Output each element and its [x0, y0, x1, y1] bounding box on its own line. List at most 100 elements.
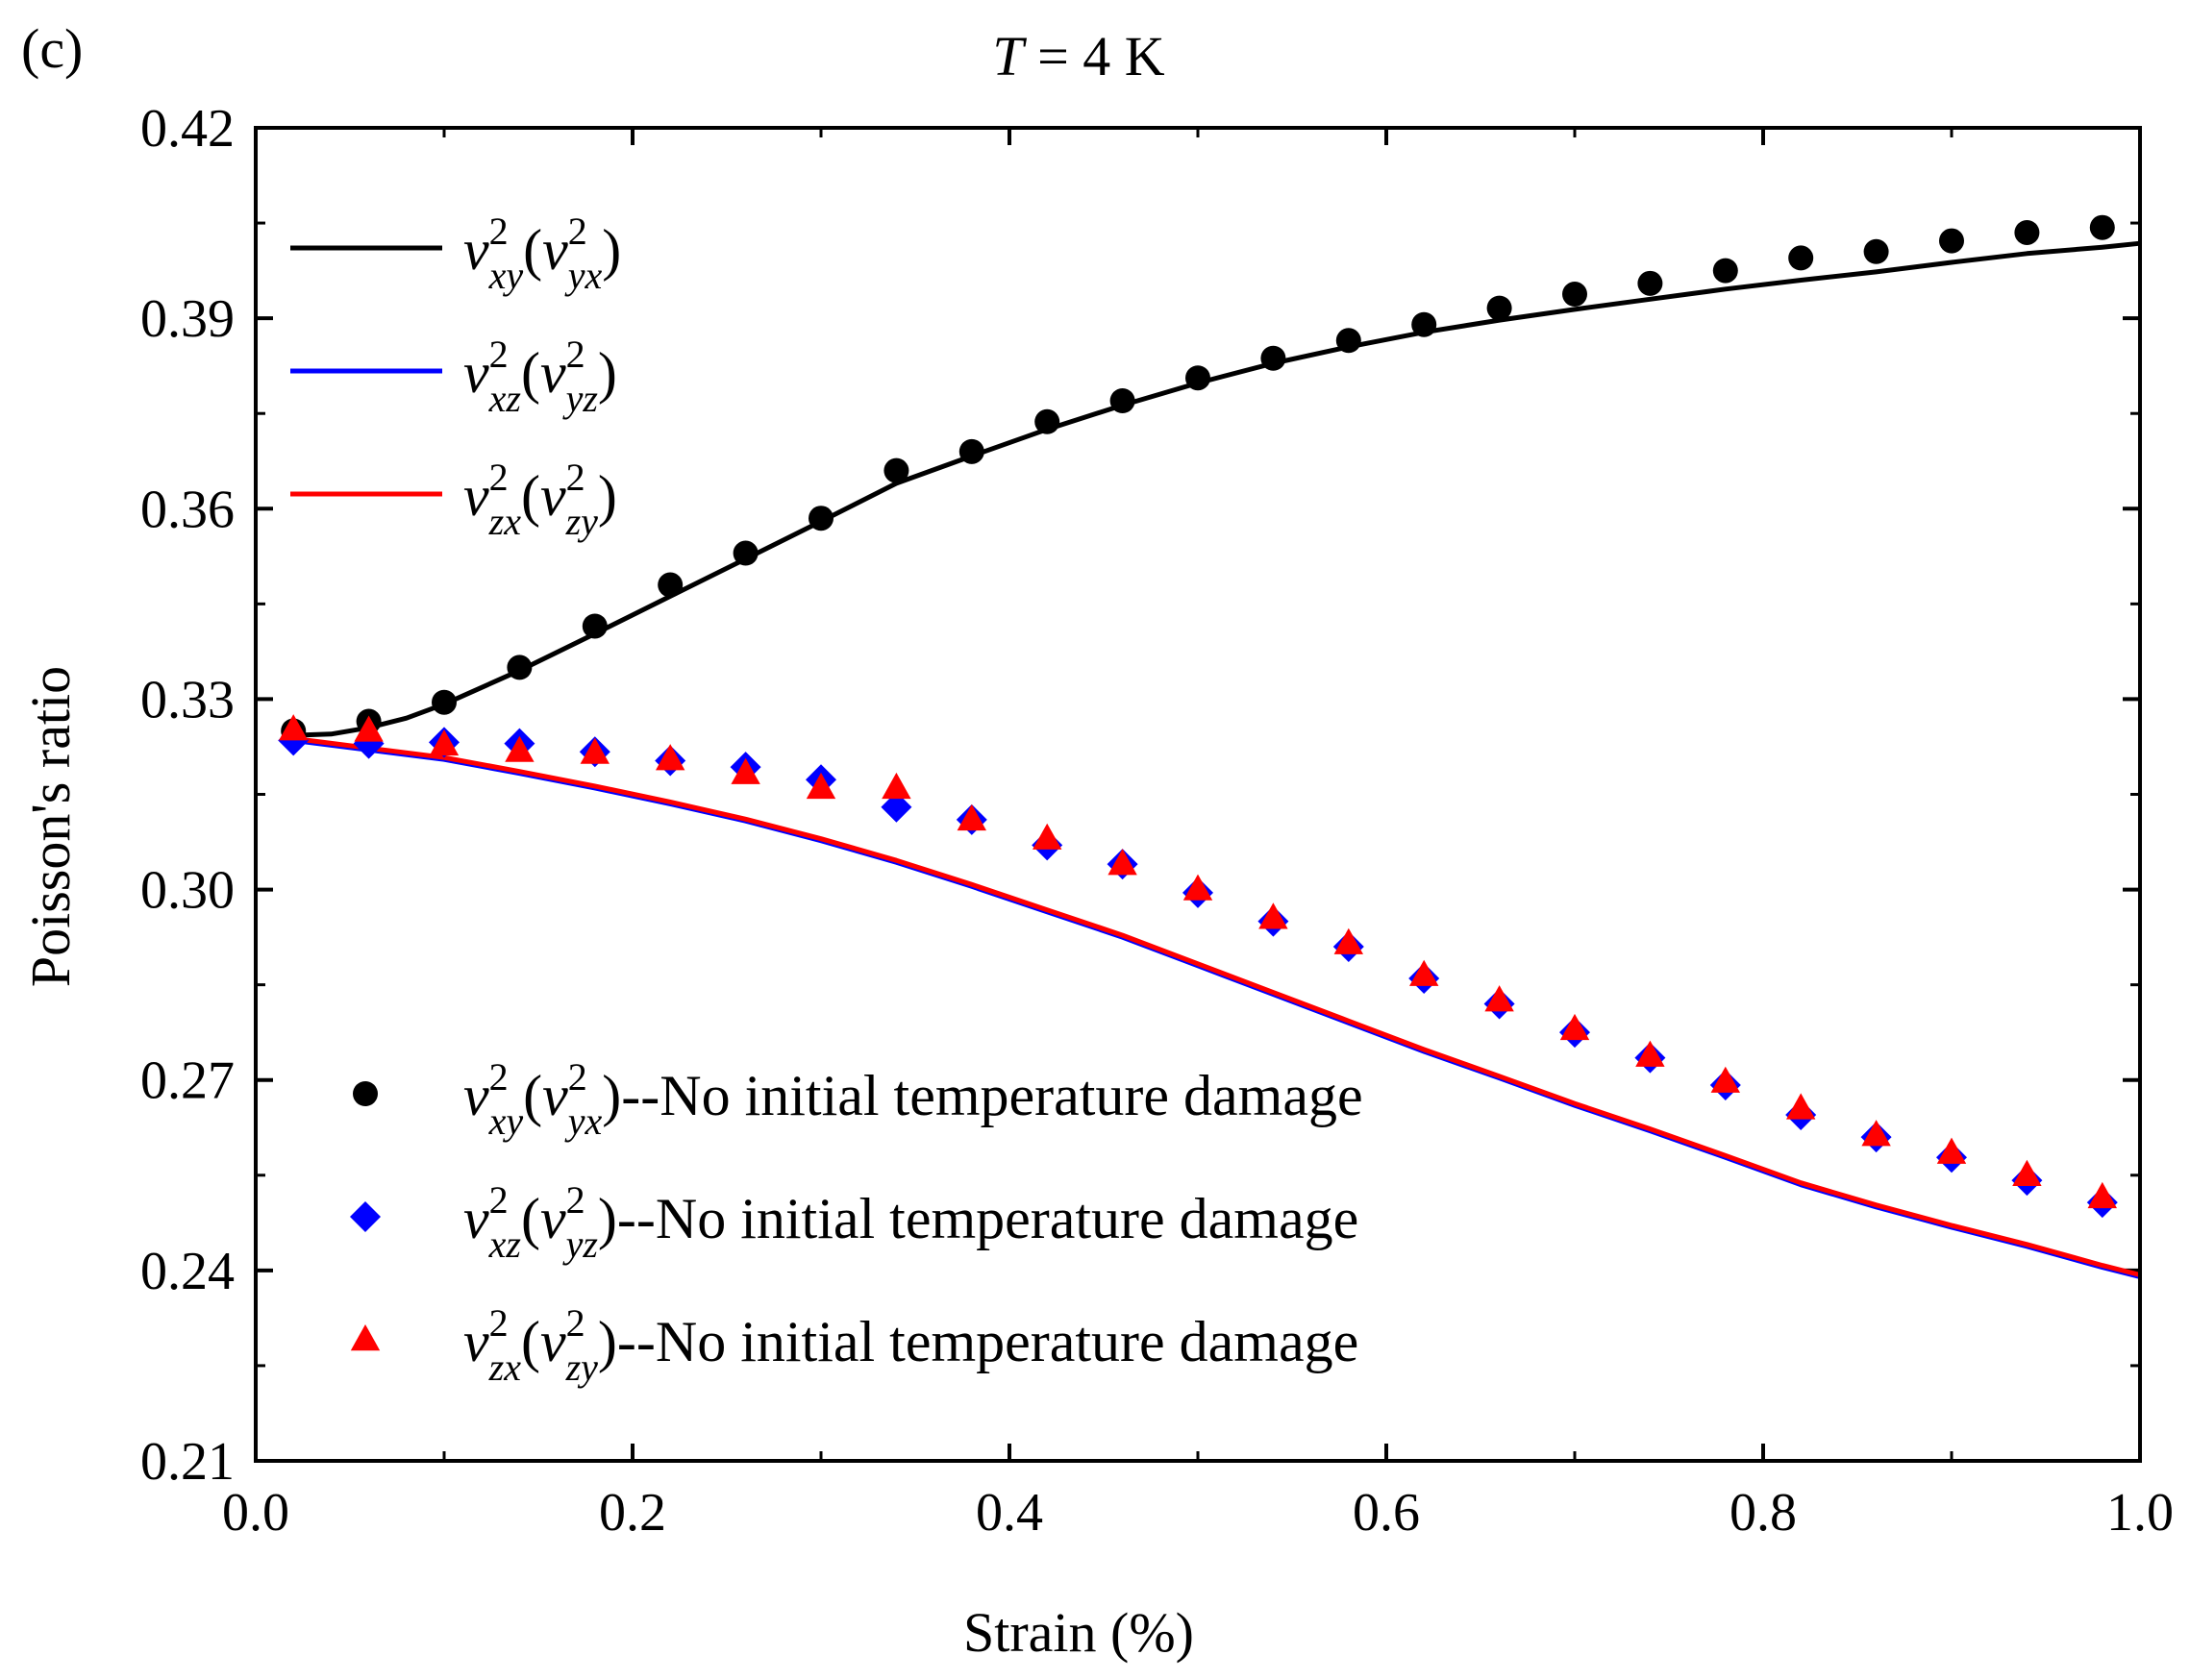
y-tick-label: 0.36 [140, 480, 235, 539]
data-point-xy [1486, 295, 1512, 321]
legend-marker-label-zx: ν2 zx(ν2 zy)--No initial temperature damag… [463, 1301, 1358, 1389]
x-tick-label: 1.0 [2106, 1483, 2174, 1543]
x-tick-label: 0.2 [599, 1483, 666, 1543]
superscript-2: 2 [566, 333, 585, 376]
data-point-zx [505, 735, 535, 762]
y-tick-label: 0.21 [140, 1432, 235, 1492]
data-point-zx [2087, 1181, 2117, 1209]
chart-title-rest: = 4 K [1024, 25, 1165, 87]
data-point-zx [2012, 1159, 2042, 1186]
legend-marker-swatch-xy [353, 1081, 378, 1106]
data-point-zx [656, 744, 685, 771]
series-lines [292, 240, 2141, 1279]
data-point-zx [1710, 1066, 1740, 1093]
data-point-xy [507, 655, 533, 680]
data-point-zx [1409, 959, 1439, 986]
data-point-xy [1712, 258, 1738, 284]
data-point-zx [580, 737, 610, 764]
superscript-2: 2 [489, 1055, 509, 1099]
data-point-xy [1562, 282, 1587, 308]
subscript-2: zy [565, 500, 599, 543]
legend-marker-swatch-xz [350, 1201, 381, 1232]
close-paren: ) [598, 1310, 617, 1373]
nu-symbol: ν [540, 341, 566, 405]
data-point-xy [1411, 311, 1437, 337]
data-point-zx [1559, 1013, 1590, 1041]
subscript-1: xz [488, 377, 522, 420]
superscript-2: 2 [489, 1178, 509, 1222]
close-paren: ) [602, 218, 621, 282]
subscript-2: zy [565, 1346, 599, 1389]
data-point-zx [1936, 1137, 1967, 1164]
data-point-xy [958, 438, 984, 464]
y-axis-label: Poisson's ratio [19, 666, 82, 987]
legend-marker-label-xz-text: ν2 xz(ν2 yz)--No initial temperature damag… [463, 1178, 1358, 1266]
subscript-1: xy [488, 254, 524, 297]
data-point-zx [1333, 927, 1363, 954]
data-point-xy [2089, 214, 2115, 240]
data-point-zx [1484, 985, 1514, 1012]
y-tick-label: 0.33 [140, 670, 235, 729]
chart-title: T = 4 K [992, 25, 1164, 87]
superscript-2: 2 [489, 456, 509, 499]
legend-lines: ν2 xy(ν2 yx)ν2 xz(ν2 yz)ν2 zx(ν2 zy) [290, 210, 621, 543]
subscript-2: yz [562, 1223, 599, 1266]
data-point-xy [1109, 388, 1135, 414]
data-point-zx [429, 729, 460, 756]
legend-line-label-xz-text: ν2 xz(ν2 yz) [463, 333, 617, 420]
subscript-2: yz [562, 377, 599, 420]
legend-markers: ν2 xy(ν2 yx)--No initial temperature damag… [350, 1055, 1363, 1389]
x-axis-label: Strain (%) [963, 1601, 1194, 1664]
legend-marker-swatch-zx [350, 1324, 381, 1351]
data-point-xy [1788, 245, 1814, 271]
subscript-2: yx [564, 1099, 603, 1143]
data-point-zx [731, 757, 760, 784]
y-tick-label: 0.30 [140, 861, 235, 921]
legend-line-label-zx: ν2 zx(ν2 zy) [463, 456, 617, 543]
data-point-xy [1260, 345, 1286, 371]
data-point-xy [1034, 408, 1060, 434]
data-point-xy [883, 457, 909, 483]
data-point-zx [957, 803, 986, 831]
x-tick-label: 0.6 [1353, 1483, 1420, 1543]
superscript-2: 2 [568, 210, 587, 253]
legend-marker-label-xy-text: ν2 xy(ν2 yx)--No initial temperature damag… [463, 1055, 1363, 1143]
x-tick-label: 0.0 [222, 1483, 289, 1543]
data-point-zx [354, 715, 384, 742]
close-paren: ) [598, 341, 617, 405]
chart-title-italic: T [992, 25, 1027, 87]
data-point-zx [1635, 1040, 1665, 1067]
subscript-1: xz [488, 1223, 522, 1266]
axis-ticks: 0.0 0.2 0.4 0.6 0.8 1.0 0.21 0.24 0.27 0.30 0.33 0.… [140, 99, 2174, 1543]
nu-symbol: ν [463, 1187, 489, 1250]
nu-symbol: ν [463, 341, 489, 405]
superscript-2: 2 [489, 1301, 509, 1345]
legend-suffix: --No initial temperature damage [621, 1064, 1362, 1127]
nu-symbol: ν [463, 218, 489, 282]
data-point-xy [1863, 238, 1889, 264]
y-tick-label: 0.42 [140, 99, 235, 159]
data-point-zx [1258, 902, 1288, 929]
legend-line-label-xy-text: ν2 xy(ν2 yx) [463, 210, 621, 297]
open-paren: ( [521, 1310, 540, 1373]
close-paren: ) [598, 464, 617, 528]
data-point-zx [1033, 823, 1062, 850]
y-tick-label: 0.27 [140, 1051, 235, 1111]
data-point-xy [1637, 270, 1663, 296]
data-point-zx [882, 772, 911, 800]
legend-suffix: --No initial temperature damage [617, 1310, 1358, 1373]
series-line-xy [293, 240, 2141, 738]
data-point-zx [279, 714, 309, 741]
open-paren: ( [523, 1064, 542, 1127]
x-tick-label: 0.4 [976, 1483, 1043, 1543]
data-point-xy [658, 572, 684, 598]
nu-symbol: ν [540, 464, 566, 528]
close-paren: ) [598, 1187, 617, 1250]
superscript-2: 2 [566, 456, 585, 499]
series-line-zx [292, 735, 2141, 1277]
subscript-1: xy [488, 1099, 524, 1143]
legend-line-label-zx-text: ν2 zx(ν2 zy) [463, 456, 617, 543]
legend-line-label-xy: ν2 xy(ν2 yx) [463, 210, 621, 297]
data-point-xy [582, 613, 608, 639]
